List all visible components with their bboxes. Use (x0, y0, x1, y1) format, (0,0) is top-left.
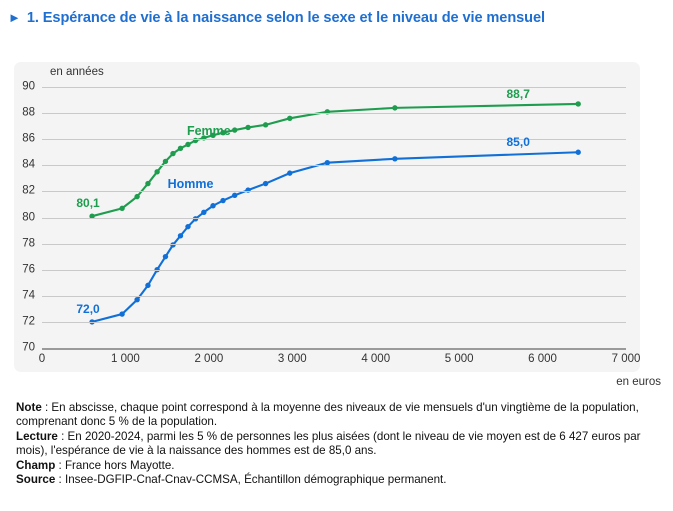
gridline-y-86 (42, 139, 626, 141)
gridline-y-84 (42, 165, 626, 167)
data-point-homme-9 (192, 216, 199, 222)
data-point-homme-12 (220, 197, 226, 204)
page-title: 1. Espérance de vie à la naissance selon… (26, 10, 545, 26)
data-point-femme-6 (170, 150, 176, 157)
gridline-y-74 (42, 295, 626, 297)
data-point-femme-3 (145, 180, 151, 187)
gridline-y-88 (42, 113, 626, 115)
source-label: Source (16, 473, 56, 487)
gridline-y-72 (42, 321, 626, 323)
y-tick-label-74: 74 (22, 289, 35, 302)
data-point-homme-10 (201, 209, 207, 215)
data-point-femme-16 (287, 115, 293, 122)
data-point-homme-6 (170, 242, 176, 248)
data-point-femme-15 (262, 122, 269, 128)
value-label-femme-1: 88,7 (506, 87, 530, 102)
series-lines (89, 101, 581, 325)
data-point-femme-19 (575, 101, 581, 107)
x-tick-label-6000: 6 000 (528, 353, 557, 365)
data-point-femme-18 (392, 105, 398, 111)
lecture-line: Lecture : En 2020-2024, parmi les 5 % de… (16, 430, 663, 459)
source-text: : Insee-DGFIP-Cnaf-Cnav-CCMSA, Échantill… (55, 473, 447, 487)
data-point-homme-16 (287, 170, 293, 176)
data-point-homme-18 (392, 156, 398, 162)
x-tick-label-5000: 5 000 (444, 353, 474, 365)
y-tick-label-88: 88 (22, 106, 35, 119)
gridline-y-78 (42, 243, 626, 245)
data-point-femme-1 (119, 205, 125, 212)
figure-title-row: ► 1. Espérance de vie à la naissance sel… (8, 8, 667, 28)
gridline-y-90 (42, 87, 626, 88)
gridline-y-82 (42, 191, 626, 193)
note-label: Note (16, 401, 42, 414)
champ-label: Champ (16, 458, 56, 472)
data-point-homme-19 (575, 149, 581, 155)
y-tick-label-76: 76 (22, 262, 35, 275)
x-tick-label-0: 0 (38, 353, 46, 365)
champ-line: Champ : France hors Mayotte. (16, 459, 663, 473)
data-point-homme-5 (162, 253, 169, 260)
data-point-homme-8 (185, 223, 191, 230)
line-homme (91, 151, 580, 323)
y-tick-label-84: 84 (22, 158, 35, 171)
data-point-homme-1 (119, 311, 125, 317)
value-label-femme-0: 80,1 (76, 196, 100, 211)
data-point-femme-4 (154, 169, 160, 175)
data-point-homme-11 (210, 203, 216, 209)
x-tick-label-2000: 2 000 (194, 353, 224, 365)
lecture-text: : En 2020-2024, parmi les 5 % de personn… (16, 429, 641, 458)
series-label-homme: Homme (167, 176, 214, 191)
data-point-femme-11 (210, 132, 216, 138)
plot-area: 70 72 74 76 78 80 82 84 86 88 90 0 1 000 2 000 3 000 4 … (22, 81, 640, 365)
y-tick-label-70: 70 (22, 341, 35, 354)
gridline-y-76 (42, 269, 626, 271)
x-tick-label-3000: 3 000 (277, 353, 307, 365)
y-tick-label-72: 72 (22, 315, 35, 328)
data-point-femme-8 (185, 141, 191, 148)
note-line: Note : En abscisse, chaque point corresp… (16, 401, 663, 430)
data-point-homme-2 (134, 297, 140, 303)
value-label-homme-2: 72,0 (76, 301, 100, 316)
gridline-y-80 (42, 217, 626, 219)
lecture-label: Lecture (16, 429, 58, 443)
data-point-homme-3 (145, 282, 151, 289)
bottom-divider (14, 497, 640, 498)
source-line: Source : Insee-DGFIP-Cnaf-Cnav-CCMSA, Éc… (16, 473, 663, 487)
data-point-homme-15 (262, 180, 269, 187)
data-point-femme-13 (232, 127, 238, 133)
y-tick-label-90: 90 (22, 80, 35, 93)
data-point-femme-5 (162, 158, 169, 165)
x-tick-label-1000: 1 000 (111, 353, 140, 365)
data-point-homme-7 (177, 233, 184, 239)
data-point-femme-2 (134, 193, 140, 200)
gridline-y-70 (42, 348, 626, 350)
data-point-femme-7 (177, 145, 184, 152)
note-text: : En abscisse, chaque point correspond à… (16, 401, 639, 429)
x-axis-unit-label: en euros (616, 376, 661, 388)
value-label-homme-3: 85,0 (506, 135, 530, 150)
champ-text: : France hors Mayotte. (55, 458, 175, 472)
data-point-homme-13 (232, 192, 238, 199)
triangle-bullet-icon: ► (8, 10, 21, 25)
figure-footnotes: Note : En abscisse, chaque point corresp… (16, 401, 663, 487)
series-label-femme: Femme (186, 124, 231, 139)
data-point-femme-14 (245, 124, 251, 131)
y-tick-label-86: 86 (22, 132, 35, 145)
data-point-homme-17 (324, 159, 331, 166)
x-tick-label-4000: 4 000 (361, 353, 391, 365)
x-tick-label-7000: 7 000 (611, 353, 641, 365)
y-tick-label-80: 80 (22, 210, 35, 223)
data-point-femme-12 (220, 129, 226, 136)
y-axis-unit-label: en années (50, 66, 104, 78)
y-tick-label-82: 82 (22, 184, 35, 197)
data-point-femme-9 (192, 137, 199, 144)
y-tick-label-78: 78 (22, 236, 35, 249)
